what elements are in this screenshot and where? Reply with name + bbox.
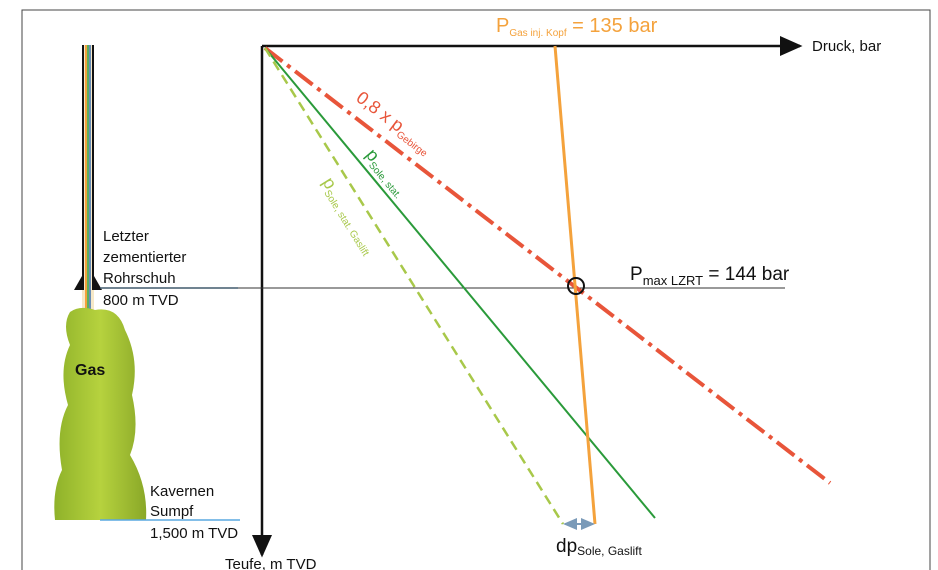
sump-label: Sumpf [150, 503, 194, 520]
p-gas-line [555, 46, 595, 524]
gas-label: Gas [75, 362, 105, 379]
y-axis-label: Teufe, m TVD [225, 556, 317, 570]
label-part: Sole, stat. [366, 160, 403, 201]
sump-label: Kavernen [150, 483, 214, 500]
label-part: Sole, Gaslift [577, 544, 642, 558]
label-part: = 135 bar [567, 15, 658, 37]
label-part: P [496, 15, 509, 37]
sump-label: 1,500 m TVD [150, 525, 238, 542]
label-part: dp [556, 536, 577, 557]
p-sole-gaslift-line [265, 48, 563, 524]
label-part: 0,8 x p [353, 87, 408, 135]
shoe-label: zementierter [103, 249, 186, 266]
shoe-label: Rohrschuh [103, 270, 176, 287]
label-part: Gas inj. Kopf [509, 28, 566, 39]
shoe-label: 800 m TVD [103, 292, 179, 309]
dp-label: dpSole, Gaslift [556, 536, 643, 558]
p-max-label: Pmax LZRT = 144 bar [630, 264, 790, 288]
label-part: max LZRT [643, 273, 703, 288]
label-part: = 144 bar [703, 264, 790, 285]
page: {"labels": { "p_gas_inj": {"main": "P", … [0, 0, 938, 570]
p-sole-line [265, 48, 655, 518]
well [74, 45, 102, 310]
p-gas-label: PGas inj. Kopf = 135 bar [496, 15, 658, 39]
cavern [54, 308, 146, 520]
label-part: Sole, stat. Gaslift [321, 188, 371, 258]
x-axis-label: Druck, bar [812, 38, 881, 55]
label-part: Gebirge [394, 129, 429, 159]
shoe-label: Letzter [103, 228, 149, 245]
label-part: P [630, 264, 643, 285]
diagram: Letzter zementierter Rohrschuh 800 m TVD… [0, 0, 938, 570]
